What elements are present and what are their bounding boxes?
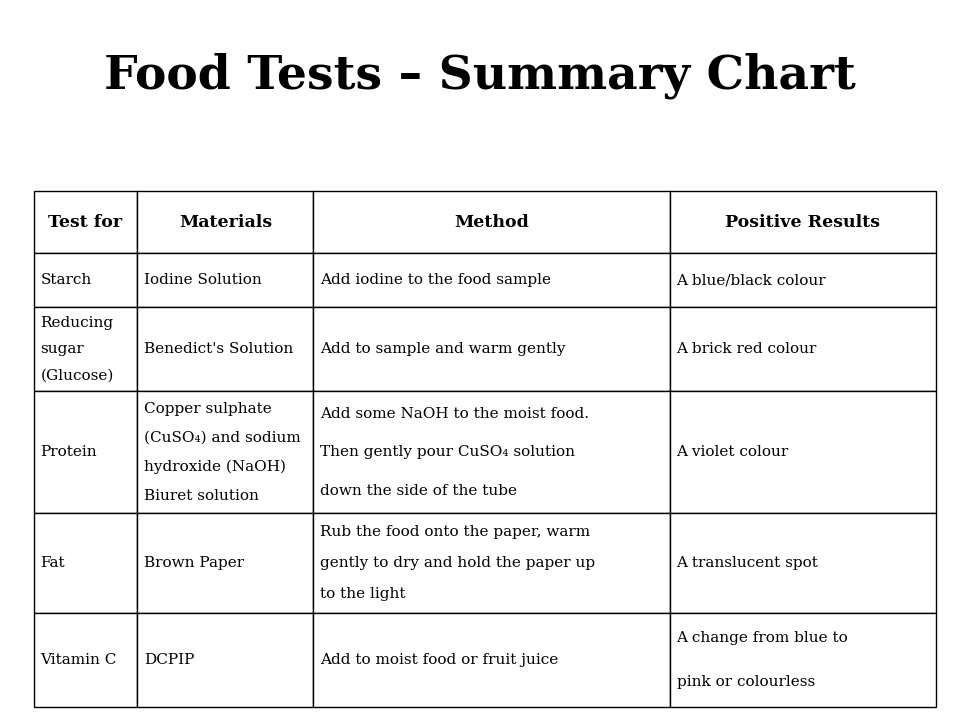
Text: Test for: Test for [48, 214, 123, 230]
Text: A violet colour: A violet colour [677, 445, 789, 459]
Text: Add some NaOH to the moist food.: Add some NaOH to the moist food. [320, 407, 589, 420]
Text: Vitamin C: Vitamin C [40, 653, 117, 667]
Text: down the side of the tube: down the side of the tube [320, 484, 517, 498]
Text: Then gently pour CuSO₄ solution: Then gently pour CuSO₄ solution [320, 445, 575, 459]
Text: Add to sample and warm gently: Add to sample and warm gently [320, 342, 565, 356]
Text: DCPIP: DCPIP [144, 653, 195, 667]
Text: A change from blue to: A change from blue to [677, 631, 849, 644]
Text: Add iodine to the food sample: Add iodine to the food sample [320, 273, 551, 287]
Text: pink or colourless: pink or colourless [677, 675, 815, 689]
Text: Materials: Materials [179, 214, 272, 230]
Text: hydroxide (NaOH): hydroxide (NaOH) [144, 459, 286, 474]
Text: Rub the food onto the paper, warm: Rub the food onto the paper, warm [320, 525, 590, 539]
Text: Brown Paper: Brown Paper [144, 556, 244, 570]
Text: Benedict's Solution: Benedict's Solution [144, 342, 294, 356]
Text: Food Tests – Summary Chart: Food Tests – Summary Chart [104, 53, 856, 99]
Text: Protein: Protein [40, 445, 97, 459]
Text: to the light: to the light [320, 587, 405, 601]
Text: Reducing: Reducing [40, 315, 113, 330]
Text: Iodine Solution: Iodine Solution [144, 273, 262, 287]
Text: (Glucose): (Glucose) [40, 369, 113, 382]
Text: Method: Method [454, 214, 529, 230]
Text: A blue/black colour: A blue/black colour [677, 273, 827, 287]
Text: Add to moist food or fruit juice: Add to moist food or fruit juice [320, 653, 559, 667]
Text: (CuSO₄) and sodium: (CuSO₄) and sodium [144, 431, 300, 445]
Text: Positive Results: Positive Results [726, 214, 880, 230]
Text: Copper sulphate: Copper sulphate [144, 402, 272, 415]
Text: A translucent spot: A translucent spot [677, 556, 818, 570]
Text: Fat: Fat [40, 556, 65, 570]
Text: sugar: sugar [40, 342, 84, 356]
Text: gently to dry and hold the paper up: gently to dry and hold the paper up [320, 556, 595, 570]
Text: A brick red colour: A brick red colour [677, 342, 817, 356]
Text: Starch: Starch [40, 273, 91, 287]
Text: Biuret solution: Biuret solution [144, 489, 259, 503]
